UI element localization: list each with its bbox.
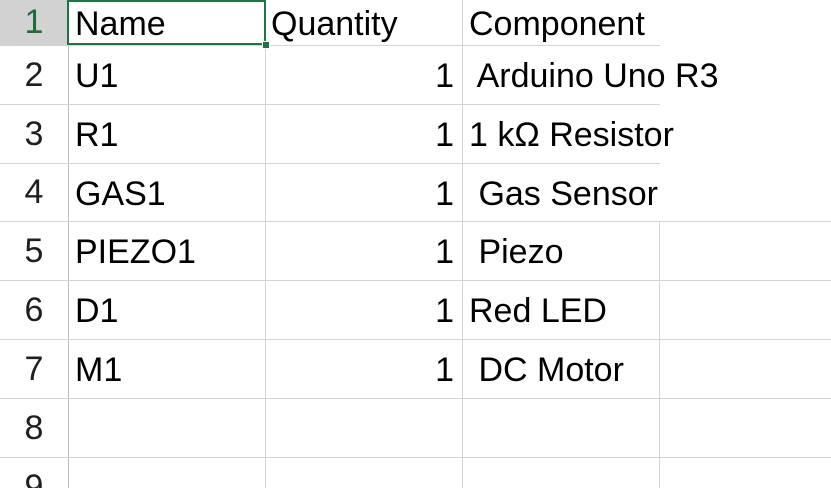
- gridline-row-7: [68, 398, 831, 399]
- cell-b2[interactable]: 1: [435, 57, 454, 95]
- row-header-2[interactable]: 2: [0, 46, 68, 105]
- cell-a1[interactable]: Name: [75, 4, 166, 43]
- cell-a6[interactable]: D1: [75, 292, 119, 330]
- active-cell-selection[interactable]: [67, 0, 266, 45]
- gridline-col-d: [659, 222, 660, 488]
- cell-b7[interactable]: 1: [435, 351, 454, 389]
- cell-c2[interactable]: Arduino Uno R3: [469, 57, 719, 95]
- text-overflow-area: [660, 0, 831, 221]
- row-header-3[interactable]: 3: [0, 105, 68, 164]
- cell-c7[interactable]: DC Motor: [469, 351, 624, 389]
- row-header-1[interactable]: 1: [0, 0, 68, 46]
- fill-handle[interactable]: [262, 41, 270, 49]
- cell-b6[interactable]: 1: [435, 292, 454, 330]
- cell-c6[interactable]: Red LED: [469, 292, 607, 330]
- cell-b5[interactable]: 1: [435, 233, 454, 271]
- cell-c5[interactable]: Piezo: [469, 233, 564, 271]
- gridline-row-6: [68, 339, 831, 340]
- cell-b1[interactable]: Quantity: [271, 4, 398, 43]
- cell-b3[interactable]: 1: [435, 116, 454, 154]
- gridline-col-b: [265, 0, 266, 488]
- gridline-row-1: [68, 45, 831, 46]
- gridline-row-4: [68, 221, 831, 222]
- cell-a8[interactable]: [68, 399, 265, 457]
- gridline-row-8: [68, 457, 831, 458]
- cell-b8[interactable]: [265, 399, 462, 457]
- gridline-row-5: [68, 280, 831, 281]
- cell-c4[interactable]: Gas Sensor: [469, 174, 658, 213]
- row-header-8[interactable]: 8: [0, 399, 68, 458]
- row-header-border: [68, 0, 69, 488]
- cell-c1[interactable]: Component: [469, 4, 645, 43]
- gridline-row-3: [68, 163, 831, 164]
- cell-a2[interactable]: U1: [75, 57, 119, 95]
- cell-a5[interactable]: PIEZO1: [75, 233, 196, 271]
- gridline-row-2: [68, 104, 831, 105]
- gridline-col-c: [462, 0, 463, 488]
- cell-b4[interactable]: 1: [435, 174, 454, 213]
- row-header-6[interactable]: 6: [0, 281, 68, 340]
- cell-c3[interactable]: 1 kΩ Resistor: [469, 116, 674, 154]
- row-header-7[interactable]: 7: [0, 340, 68, 399]
- row-header-9[interactable]: 9: [0, 458, 68, 488]
- row-header-4[interactable]: 4: [0, 164, 68, 222]
- cell-a4[interactable]: GAS1: [75, 174, 166, 213]
- cell-a3[interactable]: R1: [75, 116, 119, 154]
- row-header-5[interactable]: 5: [0, 222, 68, 281]
- cell-a7[interactable]: M1: [75, 351, 123, 389]
- cell-c8[interactable]: [462, 399, 659, 457]
